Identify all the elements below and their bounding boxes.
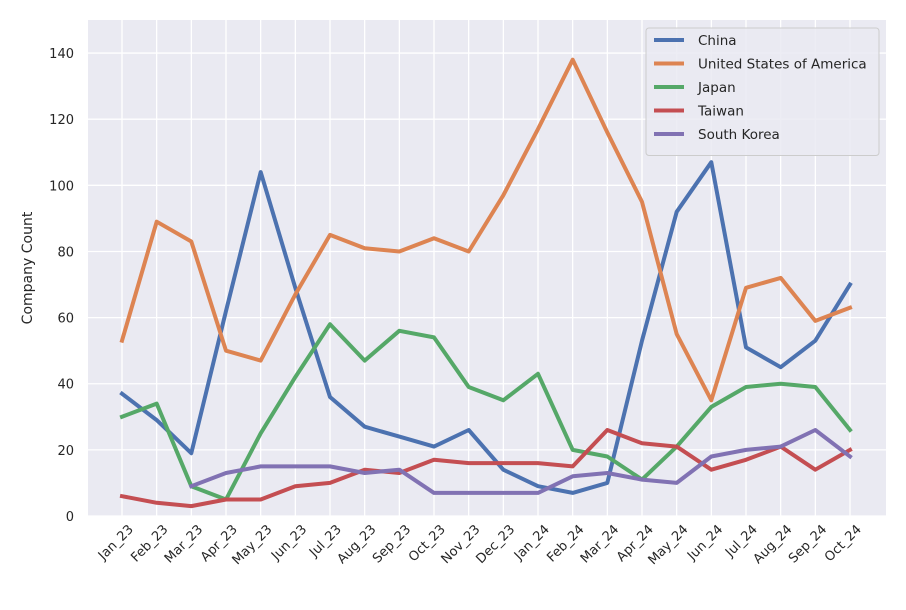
legend-label: South Korea: [698, 127, 780, 143]
series-line-china: [119, 160, 853, 495]
series-lines: [119, 57, 853, 509]
legend-box: [645, 27, 880, 156]
x-tick-label: Sep_24: [786, 522, 830, 566]
series-line-south-korea: [188, 428, 853, 495]
x-tick-label: Aug_24: [751, 522, 796, 567]
series-line-taiwan: [119, 428, 853, 509]
y-tick-label: 60: [57, 312, 74, 327]
x-tick-label: Aug_23: [335, 522, 380, 567]
x-tick-label: Dec_23: [473, 522, 518, 567]
x-tick-label: Jun_24: [684, 522, 726, 564]
y-tick-label: 40: [57, 378, 74, 393]
y-axis-label: Company Count: [20, 211, 36, 324]
y-tick-label: 100: [49, 179, 74, 194]
x-tick-label: Oct_24: [822, 522, 865, 565]
y-tick-label: 0: [66, 510, 74, 525]
y-tick-label: 140: [49, 47, 74, 62]
y-tick-label: 20: [57, 444, 74, 459]
series-line-japan: [119, 322, 853, 502]
x-tick-label: Sep_23: [370, 522, 414, 566]
y-tick-label: 80: [57, 245, 74, 260]
legend-label: United States of America: [698, 57, 867, 73]
legend-label: Taiwan: [697, 104, 744, 120]
x-axis-ticks: Jan_23Feb_23Mar_23Apr_23May_23Jun_23Jul_…: [95, 522, 865, 568]
legend-label: Japan: [697, 80, 736, 96]
x-tick-label: Jun_23: [268, 522, 310, 564]
series-line-united-states-of-america: [119, 57, 853, 403]
legend[interactable]: China United States of America Japan Taiwan…: [645, 27, 880, 156]
legend-label: China: [698, 33, 737, 49]
x-tick-label: Mar_24: [578, 522, 622, 566]
y-tick-label: 120: [49, 113, 74, 128]
x-tick-label: Mar_23: [162, 522, 206, 566]
grid: [88, 20, 886, 517]
y-axis-ticks: 0 20 40 60 80 100 120 140: [49, 47, 74, 525]
